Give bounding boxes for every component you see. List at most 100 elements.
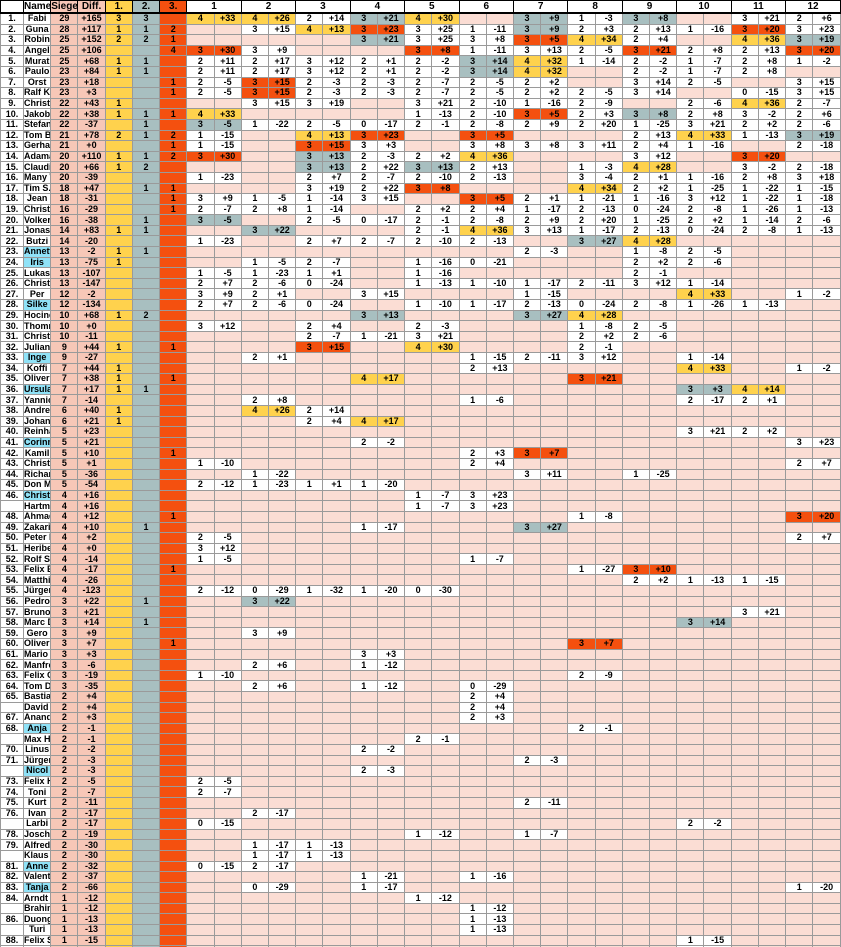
table-row[interactable]: 57. Bruno 3 +21 3 +21 [0, 606, 841, 618]
table-row[interactable]: 30.Thommy10+03+122+42-31-82-5 [0, 320, 841, 332]
table-row[interactable]: 24. Iris 13 -75 1 1 -5 2 -7 1 -16 0 -21 2 +2 2 -6 [0, 256, 841, 269]
table-row[interactable]: 27. Per 12 -2 3 +9 2 +1 3 +15 1 -15 4 +33 1 -2 [0, 288, 841, 301]
table-row[interactable]: 84.Arndt F.1-121-12 [0, 892, 841, 904]
table-row[interactable]: 34. Koffi 7 +44 1 2 +13 4 +33 1 -2 [0, 362, 841, 375]
table-row[interactable]: 45.Don Mario5-542-121-231+11-20 [0, 479, 841, 491]
header-week-9[interactable]: 9 [621, 0, 678, 14]
header-diff[interactable]: Diff. [77, 0, 106, 14]
table-row[interactable]: 8. Ralf K. 23 +3 1 2 -5 3 +15 2 -3 2 -3 2 -7 2 -5 2 +2 2 -5 3… [0, 87, 841, 99]
header-week-10[interactable]: 10 [676, 0, 732, 14]
table-row[interactable]: Hartmut4+161-73+23 [0, 500, 841, 512]
table-row[interactable]: 21. Jonas 14 +83 1 1 3 +22 2 -1 4 +36 3 +13 1 -17 2 -13 0-… [0, 224, 841, 237]
table-row[interactable]: 26.Christian W.13-1472+72-60-241-131-101… [0, 277, 841, 290]
table-row[interactable]: 2. Guna 28 +117 1 1 2 3 +15 4 +13 3 +23 3 +25 1 -11 3 +9 2 +… [0, 23, 841, 36]
header-name[interactable]: Name [22, 0, 52, 14]
table-row[interactable]: 12.Tom B.21+782121-154+133+233+52+134+33… [0, 129, 841, 142]
table-row[interactable]: 36. Ursula 7 +17 1 1 3 +3 4 +14 [0, 383, 841, 396]
table-row[interactable]: 76. Ivan 2 -17 2 -17 [0, 807, 841, 820]
table-row[interactable]: 19.Christoph16-2912-72+81-142+22+41-172-… [0, 203, 841, 216]
table-row[interactable]: 33. Inge 9 -27 2 +1 1 -15 2 -11 3 +12 1 -14 [0, 352, 841, 364]
header-rank[interactable] [0, 0, 24, 14]
table-row[interactable]: 50.Peter E.4+22-52+7 [0, 532, 841, 544]
table-row[interactable]: 3. Robin 25 +152 2 2 1 3 +21 3 +25 3 +8 3 +5 4 +34 2 +4 4 +3… [0, 34, 841, 46]
table-row[interactable]: 63.Felix C.3-191-102-9 [0, 669, 841, 682]
table-row[interactable]: 13.Gerhard21+011-153+153+33+83+83+112+41… [0, 140, 841, 152]
table-row[interactable]: 78. Joschi 2 -19 1 -12 1 -7 [0, 828, 841, 841]
table-row[interactable]: 60.Oliver B.3+713+7 [0, 638, 841, 650]
table-row[interactable]: 43.Christophe5+11-102+42+7 [0, 457, 841, 470]
table-row[interactable]: 56. Pedro 3 +22 1 3 +22 [0, 595, 841, 608]
table-row[interactable]: 64.Tom D.3-352+61-120-29 [0, 680, 841, 692]
table-row[interactable]: 71.Jürgen Kr.2-32-3 [0, 754, 841, 767]
header-week-4[interactable]: 4 [349, 0, 406, 14]
table-row[interactable]: David ?2+42+4 [0, 701, 841, 714]
table-row[interactable]: 54.Matthias4-262+21-131-15 [0, 574, 841, 587]
table-row[interactable]: 68. Anja 2 -1 2 -1 [0, 722, 841, 735]
table-row[interactable]: Brahim1-121-12 [0, 902, 841, 915]
table-row[interactable]: 88.Felix S.1-151-15 [0, 934, 841, 947]
header-siege[interactable]: Siege [50, 0, 79, 14]
table-row[interactable]: 32. Julian 9 +44 1 1 3 +15 4 +30 2 -1 [0, 341, 841, 353]
table-row[interactable]: Leon1-151-15 [0, 945, 841, 947]
table-row[interactable]: 61.Mario S.3+33+3 [0, 648, 841, 661]
table-row[interactable]: 9.Christian G.22+4313+153+193+212-101-16… [0, 97, 841, 110]
table-row[interactable]: 17. Tim S. 18 +47 1 1 3 +19 2 +22 3 +8 4 +34 2 +2 1 -25 1-… [0, 182, 841, 195]
table-row[interactable]: 52. Rolf S. 4 -14 1 -5 1 -7 [0, 553, 841, 565]
table-row[interactable]: 82.Valentin2-371-211-16 [0, 871, 841, 883]
table-row[interactable]: 46.Christa4+161-73+23 [0, 489, 841, 502]
header-place-1[interactable]: 1. [104, 0, 133, 14]
table-row[interactable]: 37. Yannic 7 -14 2 +8 1 -6 2 -17 2 +1 [0, 394, 841, 406]
table-row[interactable]: 44.Richard5-361-223+111-25 [0, 468, 841, 481]
table-row[interactable]: 4. Angel 25 +106 4 3 +30 3 +9 3 +8 1 -11 3 +13 2 -5 3 +21 2… [0, 44, 841, 57]
table-row[interactable]: Turi 1 -13 1 -13 [0, 924, 841, 936]
header-week-6[interactable]: 6 [458, 0, 514, 14]
header-week-3[interactable]: 3 [295, 0, 351, 14]
header-week-12[interactable]: 12 [785, 0, 841, 14]
table-row[interactable]: 62.Manfred J.3-62+61-12 [0, 659, 841, 671]
table-row[interactable]: 79. Alfred 2 -30 1 -17 1 -13 [0, 839, 841, 851]
table-row[interactable]: 65.Bastian2+42+4 [0, 691, 841, 703]
table-row[interactable]: 81. Anne 2 -32 0 -15 2 -17 [0, 860, 841, 873]
table-row[interactable]: 75. Kurt 2 -11 2 -11 [0, 796, 841, 809]
table-row[interactable]: 51.Heribert4+03+12 [0, 542, 841, 555]
header-place-3[interactable]: 3. [159, 0, 188, 14]
header-week-1[interactable]: 1 [186, 0, 242, 14]
table-row[interactable]: 83. Tanja 2 -66 0 -29 1 -17 1 -20 [0, 881, 841, 894]
table-row[interactable]: 28. Silke 12 -134 2 +7 2 -6 0 -24 1 -10 1 -17 2 -13 0 -24… [0, 299, 841, 311]
table-row[interactable]: Nicol 2 -3 2 -3 [0, 765, 841, 777]
table-row[interactable]: 5. Murat 25 +68 1 1 2 +11 2 +17 3 +12 2 +1 2 -2 3 +14 4 +32… [0, 55, 841, 67]
table-row[interactable]: 59. Gero 3 +9 3 +9 [0, 627, 841, 640]
table-row[interactable]: 7. Örst 23 +18 1 2 -5 3 +15 2 -3 2 -3 2 -7 2 -5 2 +2 3 +14 2-… [0, 76, 841, 89]
table-row[interactable]: 74. Toni 2 -7 2 -7 [0, 786, 841, 798]
table-row[interactable]: 1. Fabi 29 +165 3 3 4 +33 4 +26 2 +14 3 +21 4 +30 3 +9 1 -3… [0, 12, 841, 25]
table-row[interactable]: 73.Felix Ho.2-52-5 [0, 775, 841, 788]
table-row[interactable]: 14.Adama20+1101123+303+132-32+24+363+123… [0, 150, 841, 163]
table-row[interactable]: 42. Kamil 5 +10 1 2 +3 3 +7 [0, 447, 841, 459]
table-row[interactable]: 67. Anand 2 +3 2 +3 [0, 712, 841, 724]
table-row[interactable]: 10. Jakob 22 +38 1 1 1 4 +33 1 -13 2 -10 3 +5 2 +3 3 +8 2 +8… [0, 108, 841, 120]
table-row[interactable]: 70. Linus 2 -2 2 -2 [0, 743, 841, 756]
table-row[interactable]: 20.Volker B.16-3813-52-50-172-12-82+92+2… [0, 214, 841, 226]
table-row[interactable]: Max H. 2 -1 2 -1 [0, 733, 841, 745]
header-week-7[interactable]: 7 [512, 0, 569, 14]
table-row[interactable]: 11.Stefan B.22-3713-51-222-50-172-12-82+… [0, 118, 841, 131]
table-row[interactable]: 31.Christian K.10-112-71-213+212+22-6 [0, 330, 841, 343]
table-row[interactable]: 40.Reinhard V.5+233+212+2 [0, 426, 841, 438]
header-week-8[interactable]: 8 [567, 0, 623, 14]
header-week-5[interactable]: 5 [404, 0, 460, 14]
table-row[interactable]: Larbi 2 -17 0 -15 2 -2 [0, 818, 841, 830]
header-week-11[interactable]: 11 [730, 0, 787, 14]
header-week-2[interactable]: 2 [240, 0, 297, 14]
table-row[interactable]: 18. Jean 18 -31 1 3 +9 1 -5 1 -14 3 +15 3 +5 2 +1 1 -21 1 -1… [0, 193, 841, 205]
table-row[interactable]: 6. Paulo 23 +84 1 1 2 +11 2 +17 3 +12 2 +1 2 -2 3 +14 4 +32… [0, 65, 841, 78]
